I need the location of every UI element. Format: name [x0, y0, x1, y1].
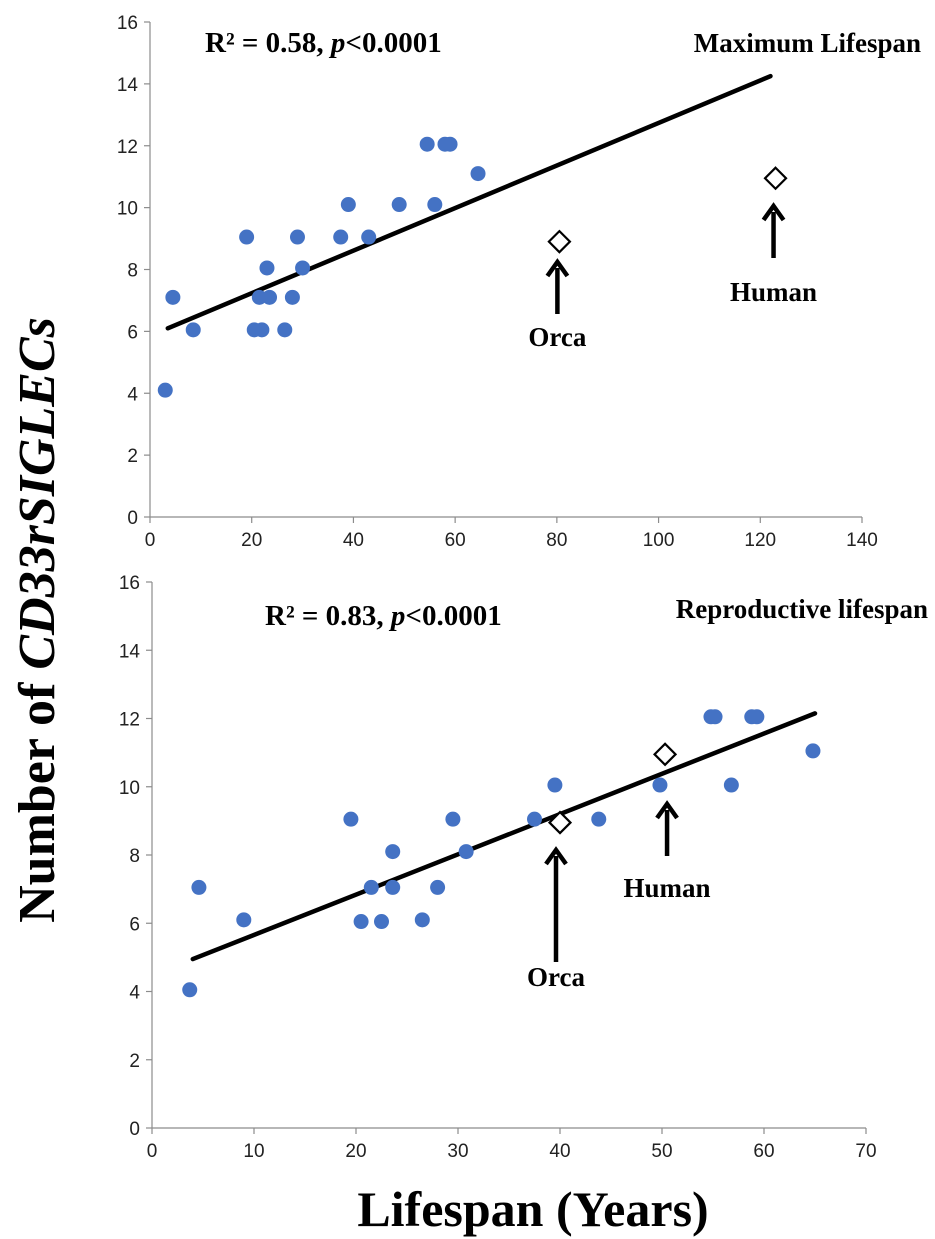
- x-tick-label: 120: [744, 530, 776, 551]
- data-point: [239, 229, 255, 245]
- data-point: [191, 879, 207, 895]
- data-point: [185, 322, 201, 338]
- data-point: [547, 777, 563, 793]
- y-tick-label: 14: [119, 641, 141, 662]
- data-point: [385, 879, 401, 895]
- data-point: [707, 709, 723, 725]
- y-tick-label: 6: [127, 322, 138, 343]
- highlight-marker-orca: [547, 229, 572, 254]
- y-tick-label: 4: [129, 983, 140, 1004]
- data-point: [527, 811, 542, 827]
- highlight-label-human: Human: [730, 277, 817, 307]
- data-point: [749, 709, 765, 725]
- panel-title: Maximum Lifespan: [694, 28, 921, 58]
- x-axis-label: Lifespan (Years): [357, 1181, 708, 1237]
- y-tick-label: 14: [117, 75, 139, 96]
- stat-annotation: R² = 0.83, p<0.0001: [265, 600, 502, 632]
- x-tick-label: 30: [447, 1141, 468, 1162]
- y-tick-label: 8: [129, 846, 140, 867]
- data-point: [262, 289, 278, 305]
- data-point: [259, 260, 275, 276]
- y-tick-label: 2: [127, 446, 138, 467]
- x-tick-label: 20: [241, 530, 262, 551]
- y-axis-label: Number of CD33rSIGLECs: [9, 317, 66, 923]
- data-point: [254, 322, 270, 338]
- data-point: [277, 322, 293, 338]
- panel-title: Reproductive lifespan: [676, 594, 928, 624]
- chart-panel-maximum-lifespan: 0 2 4 6 8 10 12 14 16 0 20 40 60 80 100 120 140 Orca Human…: [117, 13, 921, 551]
- y-tick-label: 16: [117, 13, 138, 34]
- y-tick-label: 16: [119, 573, 140, 594]
- data-point: [391, 197, 407, 213]
- x-tick-label: 40: [549, 1141, 570, 1162]
- x-tick-label: 80: [546, 530, 567, 551]
- y-tick-label: 10: [117, 199, 138, 220]
- y-tick-label: 12: [119, 710, 140, 731]
- data-point: [805, 743, 821, 759]
- data-point: [289, 229, 305, 245]
- data-point: [284, 289, 300, 305]
- arrow-head-orca: [545, 258, 570, 278]
- data-point: [333, 229, 349, 245]
- x-tick-label: 20: [345, 1141, 366, 1162]
- highlight-marker-orca: [547, 810, 573, 835]
- y-tick-label: 10: [119, 778, 140, 799]
- y-tick-label: 4: [127, 384, 138, 405]
- x-tick-label: 140: [846, 530, 878, 551]
- data-point: [165, 289, 181, 305]
- data-point: [182, 982, 198, 998]
- data-point: [385, 844, 401, 860]
- highlight-label-human: Human: [624, 873, 711, 903]
- data-point: [427, 197, 443, 213]
- data-point: [458, 844, 474, 860]
- data-point: [430, 879, 446, 895]
- x-tick-label: 50: [651, 1141, 672, 1162]
- y-tick-label: 8: [127, 261, 138, 282]
- data-point: [157, 382, 173, 398]
- data-point: [591, 811, 607, 827]
- x-tick-label: 70: [855, 1141, 876, 1162]
- x-tick-label: 60: [445, 530, 466, 551]
- y-axis-label-italic: CD33rSIGLECs: [9, 317, 66, 670]
- data-point: [445, 811, 461, 827]
- data-point: [419, 136, 435, 152]
- data-point: [340, 197, 356, 213]
- y-tick-label: 2: [129, 1051, 140, 1072]
- data-point: [442, 136, 458, 152]
- data-point: [652, 777, 668, 793]
- regression-line: [190, 711, 818, 962]
- x-tick-label: 0: [147, 1141, 158, 1162]
- x-tick-label: 60: [753, 1141, 774, 1162]
- y-tick-label: 6: [129, 914, 140, 935]
- arrow-head-human: [761, 202, 786, 222]
- data-point: [353, 914, 369, 930]
- data-point: [343, 811, 359, 827]
- highlight-marker-human: [763, 166, 788, 191]
- highlight-marker-human: [653, 742, 678, 767]
- highlight-label-orca: Orca: [528, 322, 586, 352]
- stat-annotation: R² = 0.58, p<0.0001: [205, 27, 442, 59]
- y-tick-label: 0: [127, 508, 138, 529]
- y-tick-label: 0: [129, 1119, 140, 1140]
- x-tick-label: 10: [243, 1141, 264, 1162]
- highlight-label-orca: Orca: [527, 962, 585, 992]
- arrow-head-human: [655, 800, 679, 820]
- data-point: [236, 912, 252, 928]
- x-tick-label: 40: [343, 530, 364, 551]
- regression-line: [165, 73, 773, 331]
- x-tick-label: 100: [643, 530, 675, 551]
- x-tick-label: 0: [145, 530, 156, 551]
- y-axis-label-prefix: Number of: [9, 670, 66, 923]
- y-tick-label: 12: [117, 137, 138, 158]
- data-point: [723, 777, 739, 793]
- data-point: [361, 229, 377, 245]
- arrow-head-orca: [544, 846, 568, 866]
- data-point: [295, 260, 311, 276]
- data-point: [470, 166, 486, 182]
- data-point: [414, 912, 430, 928]
- data-point: [363, 879, 379, 895]
- data-point: [374, 914, 389, 930]
- chart-panel-reproductive-lifespan: 0 2 4 6 8 10 12 14 16 0 10 20 30 40 50 60 70 Orca Human R² …: [119, 573, 928, 1162]
